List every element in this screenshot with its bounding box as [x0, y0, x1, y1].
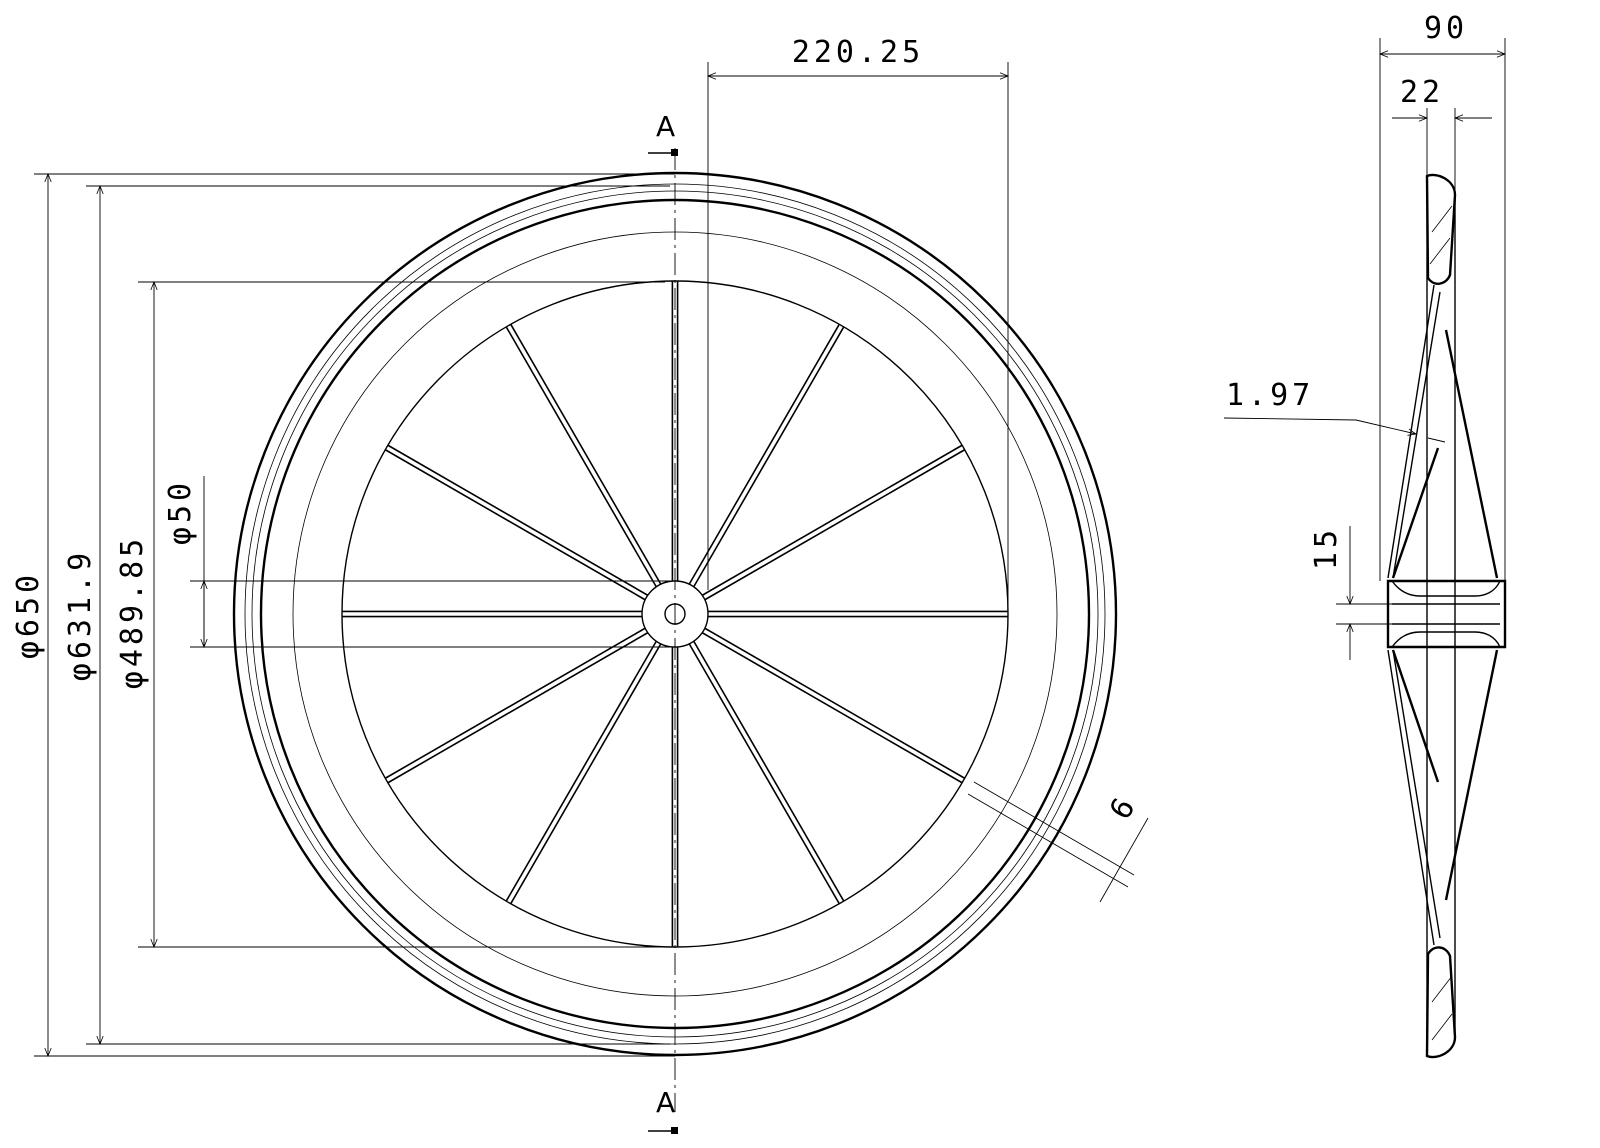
dim-text-6: 6 — [1103, 789, 1144, 826]
dim-text-197: 1.97 — [1226, 378, 1314, 413]
spoke-5-edge-0 — [384, 627, 646, 779]
spoke-1-edge-1 — [704, 627, 966, 779]
dim-text-631: φ631.9 — [63, 549, 98, 681]
side-hub — [1386, 579, 1507, 649]
section-mark-top-square — [671, 149, 678, 156]
dim-text-90: 90 — [1424, 11, 1468, 46]
spokes — [342, 281, 1008, 947]
side-view: 90 22 1.97 15 — [1223, 11, 1507, 1059]
front-view: A A — [232, 110, 1118, 1134]
spoke-8-edge-1 — [505, 326, 657, 588]
dim-text-220: 220.25 — [792, 35, 924, 70]
dim-text-22: 22 — [1400, 75, 1444, 110]
spoke-2-edge-0 — [688, 643, 840, 905]
spoke-10-edge-0 — [693, 326, 845, 588]
spoke-4-edge-0 — [505, 640, 657, 902]
dim-leader-197 — [1223, 417, 1357, 421]
outer-rim-circle — [232, 171, 1118, 1057]
dim-line-6 — [1099, 817, 1149, 903]
spoke-11-edge-0 — [704, 449, 966, 601]
front-dimensions: φ650 φ631.9 φ489.85 φ50 220.25 6 — [11, 35, 1149, 1056]
spoke-10-edge-1 — [688, 323, 840, 585]
spoke-5-edge-1 — [387, 632, 649, 784]
dim-text-650: φ650 — [11, 571, 46, 659]
spoke-8-edge-0 — [510, 323, 662, 585]
section-label-top: A — [656, 110, 675, 143]
spoke-7-edge-1 — [384, 449, 646, 601]
spoke-2-edge-1 — [693, 640, 845, 902]
dim-text-489: φ489.85 — [115, 535, 150, 689]
spoke-1-edge-0 — [701, 632, 963, 784]
spoke-11-edge-1 — [701, 444, 963, 596]
dim-text-15: 15 — [1309, 526, 1344, 570]
side-rim-top — [1425, 173, 1457, 285]
side-rim-bottom — [1425, 946, 1457, 1059]
spoke-4-edge-1 — [510, 643, 662, 905]
section-mark-bottom-square — [671, 1127, 678, 1134]
spoke-7-edge-0 — [387, 444, 649, 596]
dim-text-50: φ50 — [163, 479, 198, 545]
section-label-bottom: A — [656, 1086, 675, 1119]
